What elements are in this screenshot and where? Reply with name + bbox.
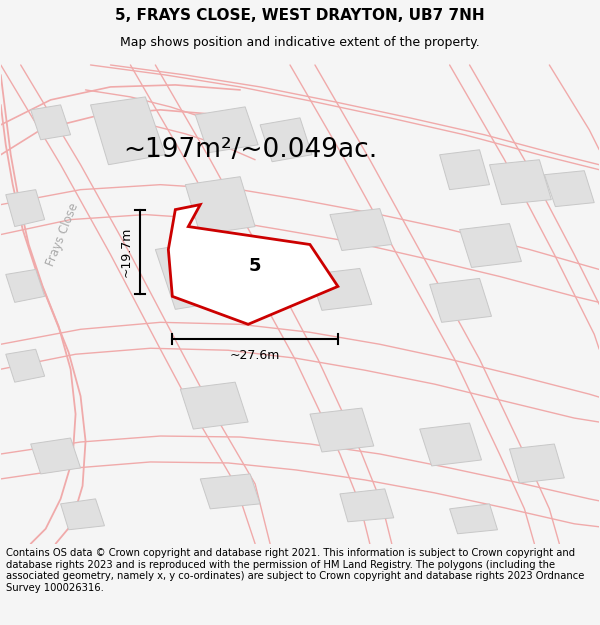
Polygon shape [185, 177, 255, 234]
Text: ~27.6m: ~27.6m [230, 349, 280, 362]
Polygon shape [31, 438, 80, 474]
Polygon shape [440, 150, 490, 189]
Text: 5: 5 [249, 258, 262, 276]
Polygon shape [181, 382, 248, 429]
Polygon shape [310, 269, 372, 311]
Polygon shape [419, 423, 482, 466]
Polygon shape [61, 499, 104, 530]
Text: Frays Close: Frays Close [44, 201, 81, 268]
Polygon shape [449, 504, 497, 534]
Polygon shape [91, 97, 166, 165]
Text: 5, FRAYS CLOSE, WEST DRAYTON, UB7 7NH: 5, FRAYS CLOSE, WEST DRAYTON, UB7 7NH [115, 8, 485, 23]
Polygon shape [155, 236, 255, 309]
Polygon shape [544, 171, 594, 207]
Polygon shape [195, 107, 258, 152]
Polygon shape [490, 160, 551, 204]
Polygon shape [430, 278, 491, 322]
Polygon shape [340, 489, 394, 522]
Polygon shape [31, 105, 71, 140]
Polygon shape [200, 474, 260, 509]
Polygon shape [330, 209, 392, 251]
Polygon shape [460, 224, 521, 268]
Text: Contains OS data © Crown copyright and database right 2021. This information is : Contains OS data © Crown copyright and d… [6, 548, 584, 593]
Text: ~197m²/~0.049ac.: ~197m²/~0.049ac. [123, 137, 377, 162]
Polygon shape [310, 408, 374, 452]
Text: Map shows position and indicative extent of the property.: Map shows position and indicative extent… [120, 36, 480, 49]
Polygon shape [6, 349, 44, 382]
Text: ~19.7m: ~19.7m [119, 227, 133, 277]
Polygon shape [6, 269, 44, 302]
Polygon shape [169, 204, 338, 324]
Polygon shape [6, 189, 44, 226]
Polygon shape [260, 118, 312, 162]
Polygon shape [509, 444, 565, 483]
